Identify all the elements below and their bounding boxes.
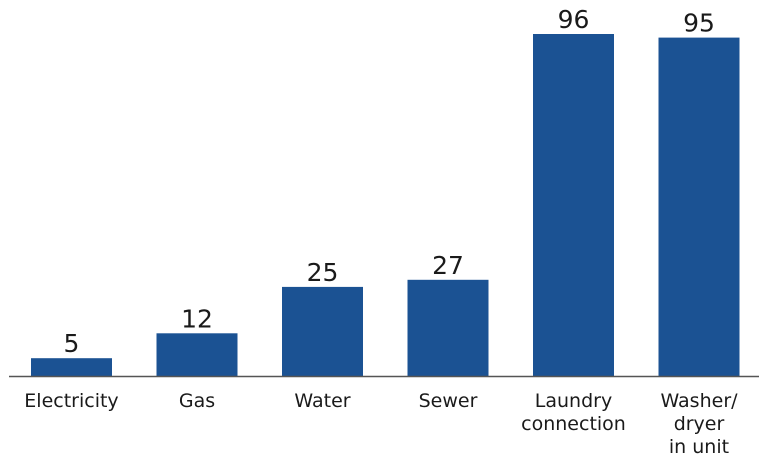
bars-group — [31, 34, 740, 377]
category-label-1-line-0: Gas — [179, 390, 215, 412]
category-label-0: Electricity — [24, 390, 118, 412]
category-label-2: Water — [294, 390, 350, 412]
value-label-1: 12 — [181, 304, 213, 333]
category-label-1: Gas — [179, 390, 215, 412]
bar-1 — [156, 333, 238, 377]
category-label-5-line-0: Washer/ — [660, 390, 738, 412]
value-label-5: 95 — [683, 9, 715, 38]
bar-4 — [533, 34, 614, 376]
value-label-4: 96 — [558, 5, 590, 34]
value-label-3: 27 — [432, 251, 464, 280]
category-label-2-line-0: Water — [294, 390, 350, 412]
category-label-5-line-1: dryer — [674, 413, 725, 435]
category-label-4-line-0: Laundry — [535, 390, 612, 412]
category-label-4: Laundry connection — [521, 390, 626, 435]
category-label-5-line-2: in unit — [669, 436, 729, 458]
value-label-0: 5 — [64, 329, 80, 358]
category-labels-group: Electricity Gas Water Sewer Laundry connectio… — [24, 390, 738, 458]
bar-2 — [282, 286, 363, 376]
bar-5 — [658, 37, 740, 376]
category-label-3-line-0: Sewer — [419, 390, 478, 412]
category-label-5: Washer/dryer in unit — [660, 390, 738, 458]
value-label-2: 25 — [307, 258, 339, 287]
value-labels-group: 5 12 25 27 96 95 — [64, 5, 715, 358]
bar-3 — [407, 279, 489, 376]
category-label-4-line-1: connection — [521, 413, 626, 435]
category-label-3: Sewer — [419, 390, 478, 412]
category-label-0-line-0: Electricity — [24, 390, 118, 412]
bar-0 — [31, 358, 112, 376]
